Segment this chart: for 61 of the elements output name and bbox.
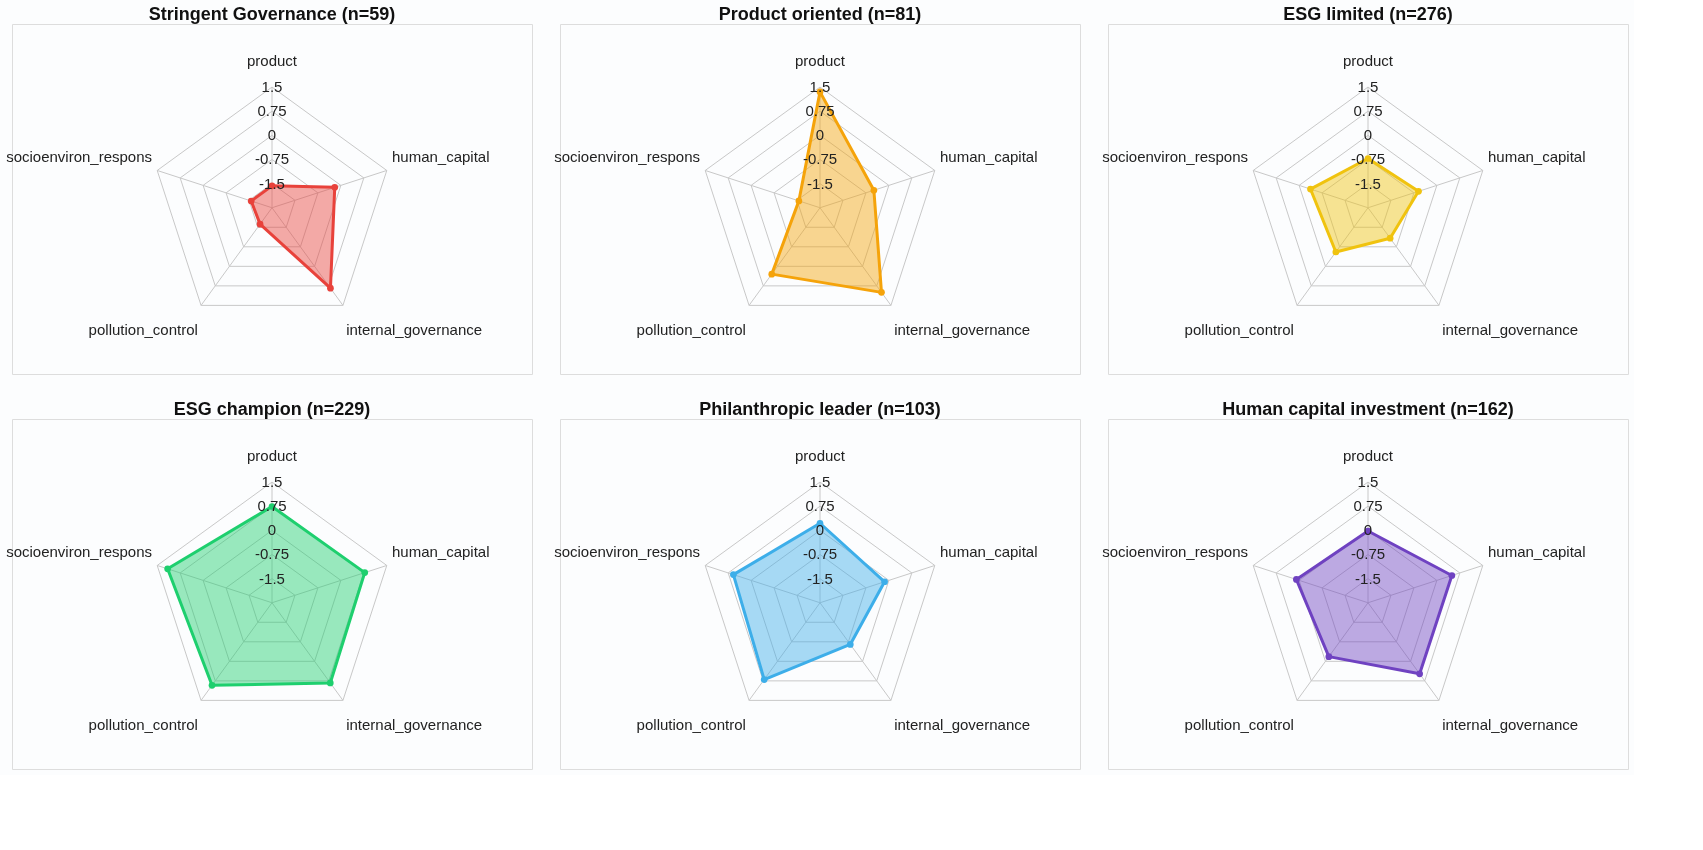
spoke-label: product	[246, 51, 298, 69]
y-tick-label: 0	[267, 126, 277, 144]
spoke-label: human_capital	[391, 148, 490, 166]
spoke-label: product	[1342, 51, 1394, 69]
spoke-label: human_capital	[391, 543, 490, 561]
y-tick-label: -0.75	[254, 150, 290, 168]
spoke-label: socioenviron_respons	[1102, 148, 1249, 166]
spoke-label: internal_governance	[894, 715, 1031, 733]
y-tick-label: 1.5	[261, 473, 283, 491]
y-tick-label: 0.75	[257, 497, 287, 515]
spoke-label: socioenviron_respons	[554, 148, 701, 166]
y-tick-label: -1.5	[807, 174, 833, 192]
spoke-label: human_capital	[939, 148, 1038, 166]
spoke-label: internal_governance	[1442, 320, 1579, 338]
spoke-label: product	[794, 51, 846, 69]
spoke-label: product	[794, 446, 846, 464]
y-tick-label: -1.5	[259, 569, 285, 587]
spoke-label: pollution_control	[88, 715, 198, 733]
chart-title: ESG limited (n=276)	[1283, 4, 1453, 24]
y-tick-label: -0.75	[254, 545, 290, 563]
y-tick-label: 1.5	[1357, 473, 1379, 491]
y-tick-label: 0	[267, 521, 277, 539]
y-tick-label: 0	[1363, 126, 1373, 144]
y-tick-label: 0.75	[257, 102, 287, 120]
chart-title: Product oriented (n=81)	[718, 4, 922, 24]
y-tick-label: 0.75	[805, 497, 835, 515]
spoke-label: internal_governance	[346, 320, 483, 338]
y-tick-label: 0.75	[1353, 497, 1383, 515]
y-tick-label: 1.5	[1357, 78, 1379, 96]
spoke-label: socioenviron_respons	[6, 148, 153, 166]
spoke-label: human_capital	[1487, 148, 1586, 166]
spoke-label: internal_governance	[894, 320, 1031, 338]
chart-title: Human capital investment (n=162)	[1222, 399, 1514, 419]
y-tick-label: -1.5	[1355, 569, 1381, 587]
spoke-label: pollution_control	[88, 320, 198, 338]
chart-title: Philanthropic leader (n=103)	[699, 399, 941, 419]
spoke-label: pollution_control	[1184, 715, 1294, 733]
y-tick-label: 1.5	[261, 78, 283, 96]
spoke-label: product	[246, 446, 298, 464]
y-tick-label: -1.5	[807, 569, 833, 587]
y-tick-label: -1.5	[1355, 174, 1381, 192]
spoke-label: socioenviron_respons	[6, 543, 153, 561]
y-tick-label: 1.5	[809, 78, 831, 96]
spoke-label: socioenviron_respons	[1102, 543, 1249, 561]
spoke-label: product	[1342, 446, 1394, 464]
y-tick-label: -0.75	[802, 545, 838, 563]
spoke-label: human_capital	[939, 543, 1038, 561]
y-tick-label: 0	[815, 126, 825, 144]
y-tick-label: 1.5	[809, 473, 831, 491]
chart-title: Stringent Governance (n=59)	[148, 4, 396, 24]
spoke-label: internal_governance	[1442, 715, 1579, 733]
spoke-label: internal_governance	[346, 715, 483, 733]
y-tick-label: 0.75	[1353, 102, 1383, 120]
chart-title: ESG champion (n=229)	[173, 399, 371, 419]
spoke-label: socioenviron_respons	[554, 543, 701, 561]
spoke-label: pollution_control	[1184, 320, 1294, 338]
y-tick-label: 0	[815, 521, 825, 539]
spoke-label: pollution_control	[636, 715, 746, 733]
y-tick-label: -0.75	[1350, 545, 1386, 563]
spoke-label: pollution_control	[636, 320, 746, 338]
spoke-label: human_capital	[1487, 543, 1586, 561]
